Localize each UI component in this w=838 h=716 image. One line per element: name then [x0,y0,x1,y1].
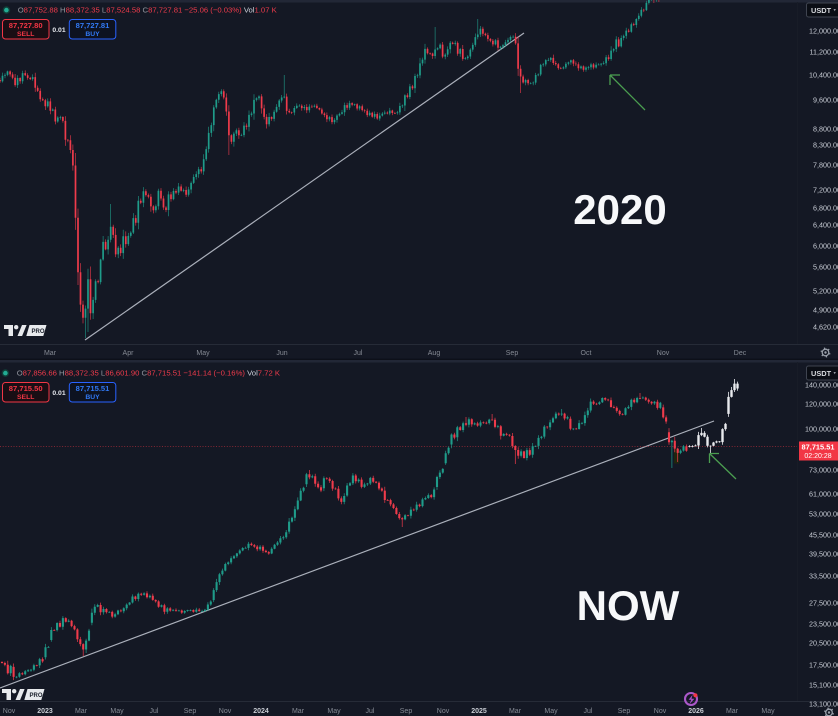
svg-text:Sep: Sep [184,708,197,715]
svg-text:May: May [544,708,558,715]
svg-text:7,200.00: 7,200.00 [813,186,838,195]
svg-text:39,500.00: 39,500.00 [809,550,838,559]
svg-text:5,200.00: 5,200.00 [813,287,838,296]
svg-text:Apr: Apr [123,350,135,357]
svg-text:May: May [327,708,341,715]
svg-text:May: May [110,708,124,715]
svg-text:10,400.00: 10,400.00 [809,71,838,80]
svg-text:Oct: Oct [581,350,592,357]
svg-text:2026: 2026 [688,708,704,715]
svg-text:May: May [761,708,775,715]
svg-text:Aug: Aug [428,350,441,357]
svg-text:Mar: Mar [44,350,57,357]
svg-text:SELL: SELL [17,394,34,401]
svg-text:BUY: BUY [85,394,100,401]
svg-text:9,600.00: 9,600.00 [813,96,838,105]
svg-text:20,500.00: 20,500.00 [809,639,838,648]
svg-text:87,715.50: 87,715.50 [9,384,43,393]
svg-text:100,000.00: 100,000.00 [805,425,838,434]
svg-text:Sep: Sep [400,708,413,715]
svg-text:BUY: BUY [85,31,100,38]
svg-text:7,800.00: 7,800.00 [813,161,838,170]
svg-text:120,000.00: 120,000.00 [805,400,838,409]
svg-text:Nov: Nov [657,350,670,357]
svg-text:PRO: PRO [29,693,42,699]
svg-text:O87,752.88 H88,372.35 L87,524.: O87,752.88 H88,372.35 L87,524.58 C87,727… [18,6,278,15]
svg-text:6,000.00: 6,000.00 [813,242,838,251]
svg-text:140,000.00: 140,000.00 [805,381,838,390]
svg-text:6,800.00: 6,800.00 [813,204,838,213]
svg-text:33,500.00: 33,500.00 [809,572,838,581]
svg-text:Sep: Sep [506,350,519,357]
svg-text:23,500.00: 23,500.00 [809,620,838,629]
svg-text:87,727.80: 87,727.80 [9,21,43,30]
svg-text:2024: 2024 [253,708,269,715]
svg-text:PRO: PRO [31,329,44,335]
svg-text:4,620.00: 4,620.00 [813,323,838,332]
svg-text:Mar: Mar [292,708,305,715]
svg-text:27,500.00: 27,500.00 [809,599,838,608]
svg-text:Nov: Nov [219,708,232,715]
svg-text:2020: 2020 [573,186,666,233]
svg-text:0.01: 0.01 [52,27,65,34]
svg-text:Mar: Mar [726,708,739,715]
svg-text:0.01: 0.01 [52,390,65,397]
svg-text:11,200.00: 11,200.00 [810,48,838,57]
svg-text:02:20:28: 02:20:28 [804,453,831,460]
svg-text:8,300.00: 8,300.00 [813,141,838,150]
svg-text:USDT: USDT [811,369,832,378]
svg-text:2023: 2023 [37,708,53,715]
svg-text:17,500.00: 17,500.00 [809,661,838,670]
svg-text:61,000.00: 61,000.00 [809,490,838,499]
svg-text:Nov: Nov [654,708,667,715]
svg-text:5,600.00: 5,600.00 [813,263,838,272]
svg-text:87,715.51: 87,715.51 [76,384,111,393]
svg-text:Jul: Jul [584,708,593,715]
svg-text:73,000.00: 73,000.00 [809,466,838,475]
svg-text:53,000.00: 53,000.00 [809,510,838,519]
svg-text:4,900.00: 4,900.00 [813,306,838,315]
svg-text:13,100.00: 13,100.00 [809,700,838,709]
svg-text:Mar: Mar [75,708,88,715]
svg-text:Jun: Jun [276,350,287,357]
svg-text:Nov: Nov [437,708,450,715]
svg-text:NOW: NOW [577,582,680,629]
svg-text:12,000.00: 12,000.00 [809,27,838,36]
svg-text:SELL: SELL [17,31,34,38]
svg-text:45,500.00: 45,500.00 [809,531,838,540]
svg-text:Dec: Dec [734,350,747,357]
svg-text:Jul: Jul [366,708,375,715]
svg-text:8,800.00: 8,800.00 [813,125,838,134]
svg-text:15,100.00: 15,100.00 [809,681,838,690]
svg-text:87,727.81: 87,727.81 [76,21,111,30]
svg-text:Sep: Sep [618,708,631,715]
svg-text:6,400.00: 6,400.00 [813,221,838,230]
svg-text:Mar: Mar [509,708,522,715]
svg-text:Jul: Jul [150,708,159,715]
svg-text:87,715.51: 87,715.51 [802,443,835,452]
svg-text:Nov: Nov [3,708,16,715]
svg-text:USDT: USDT [811,6,832,15]
svg-text:Jul: Jul [354,350,363,357]
svg-text:O87,856.66 H88,372.35 L86,601.: O87,856.66 H88,372.35 L86,601.90 C87,715… [17,369,281,378]
svg-text:2025: 2025 [471,708,487,715]
svg-text:May: May [196,350,210,357]
